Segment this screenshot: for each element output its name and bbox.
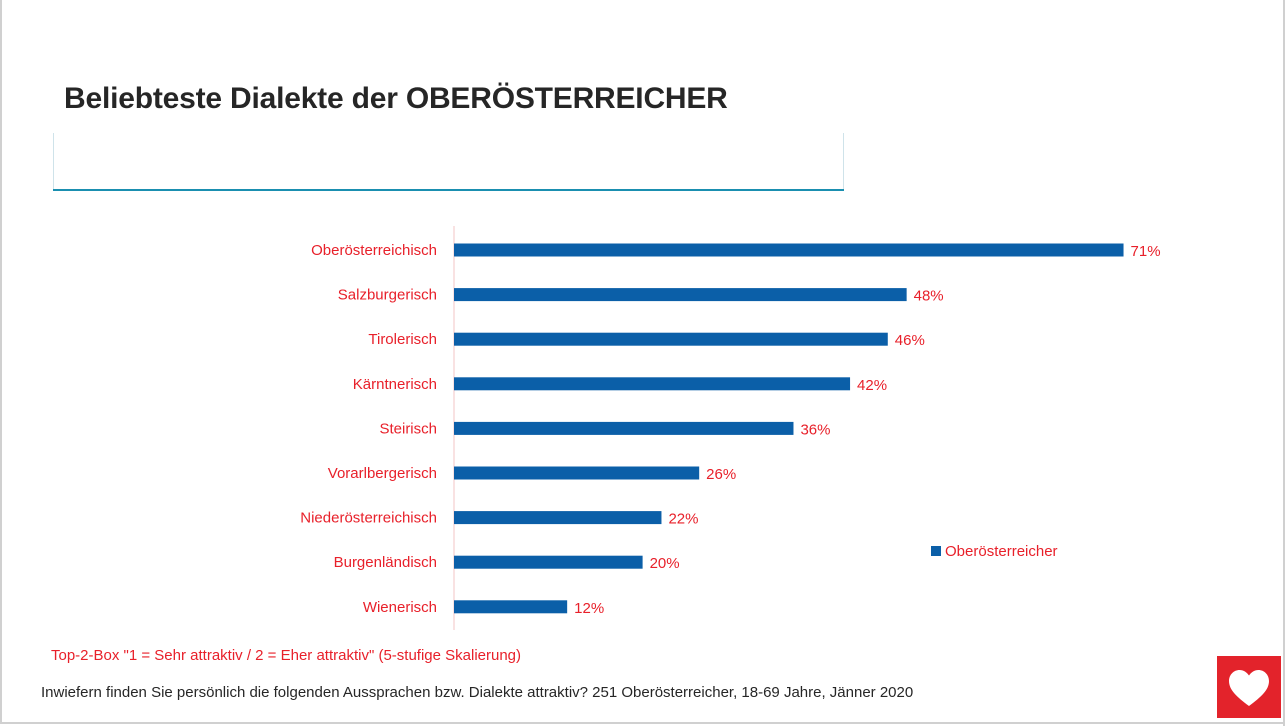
category-label: Wienerisch <box>363 599 437 616</box>
heart-icon <box>1229 670 1269 706</box>
value-label: 48% <box>914 288 944 305</box>
legend: Oberösterreicher <box>931 543 1058 560</box>
subtitle-box <box>53 133 844 189</box>
bar <box>454 511 662 525</box>
category-label: Vorarlbergerisch <box>328 465 437 482</box>
legend-label: Oberösterreicher <box>945 543 1058 560</box>
title-underline <box>53 189 844 191</box>
category-label: Oberösterreichisch <box>311 242 437 259</box>
value-label: 20% <box>650 555 680 572</box>
bar <box>454 377 851 391</box>
brand-logo <box>1217 656 1281 718</box>
value-label: 71% <box>1131 243 1161 260</box>
bar <box>454 466 700 480</box>
question-footnote: Inwiefern finden Sie persönlich die folg… <box>41 684 914 701</box>
category-label: Niederösterreichisch <box>300 510 437 527</box>
category-label: Kärntnerisch <box>353 376 437 393</box>
bars: Oberösterreichisch 71% Salzburgerisch 48% Ti… <box>300 242 1160 617</box>
value-label: 12% <box>574 600 604 617</box>
category-label: Salzburgerisch <box>338 287 437 304</box>
bar <box>454 421 794 435</box>
page-title: Beliebteste Dialekte der OBERÖSTERREICHE… <box>64 82 728 115</box>
value-label: 26% <box>706 466 736 483</box>
value-label: 36% <box>800 421 830 438</box>
bar <box>454 288 907 302</box>
slide-edge <box>1283 0 1285 726</box>
value-label: 22% <box>668 511 698 528</box>
category-label: Burgenländisch <box>334 554 437 571</box>
value-label: 42% <box>857 377 887 394</box>
bar <box>454 332 888 346</box>
scale-footnote: Top-2-Box "1 = Sehr attraktiv / 2 = Eher… <box>51 647 522 664</box>
value-label: 46% <box>895 332 925 349</box>
category-label: Tirolerisch <box>368 331 437 348</box>
bar <box>454 600 568 614</box>
bar <box>454 243 1124 257</box>
legend-swatch <box>931 546 941 556</box>
category-label: Steirisch <box>379 420 437 437</box>
bar <box>454 555 643 569</box>
